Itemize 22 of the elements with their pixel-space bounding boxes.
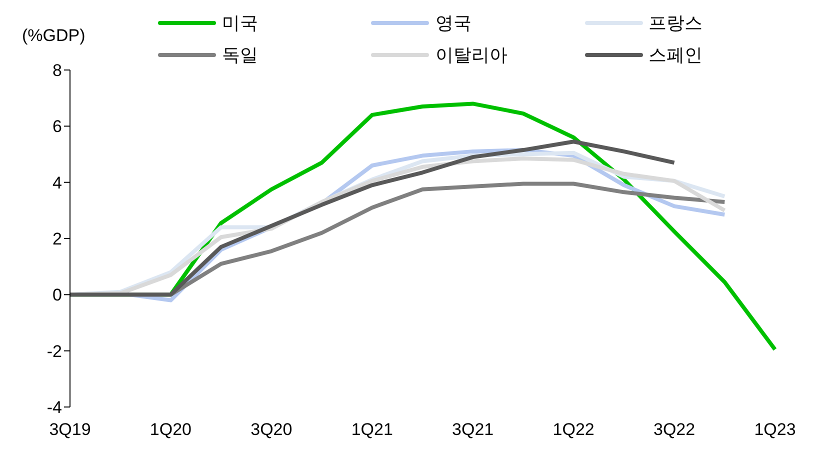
y-axis-title: (%GDP) [22, 26, 86, 46]
y-tick-label: 8 [52, 61, 62, 80]
legend-label: 영국 [435, 12, 472, 35]
y-tick-label: -4 [46, 398, 62, 418]
x-tick-label: 3Q22 [653, 420, 696, 440]
legend-label: 스페인 [648, 44, 703, 67]
x-tick-label: 1Q20 [150, 420, 192, 440]
y-tick-label: -2 [46, 342, 62, 361]
x-tick-label: 1Q22 [552, 420, 594, 440]
y-tick-label: 2 [52, 230, 62, 249]
x-tick-label: 1Q23 [754, 420, 796, 440]
y-tick-label: 4 [52, 173, 62, 192]
y-tick-label: 6 [52, 117, 62, 136]
legend-label: 프랑스 [648, 12, 703, 35]
x-tick-label: 1Q21 [351, 420, 393, 440]
y-tick-label: 0 [52, 286, 62, 305]
legend-label: 이탈리아 [435, 44, 508, 67]
x-tick-label: 3Q19 [49, 420, 91, 440]
legend-label: 독일 [222, 44, 258, 67]
x-tick-label: 3Q21 [452, 420, 494, 440]
legend-label: 미국 [222, 12, 258, 35]
x-tick-label: 3Q20 [250, 420, 292, 440]
